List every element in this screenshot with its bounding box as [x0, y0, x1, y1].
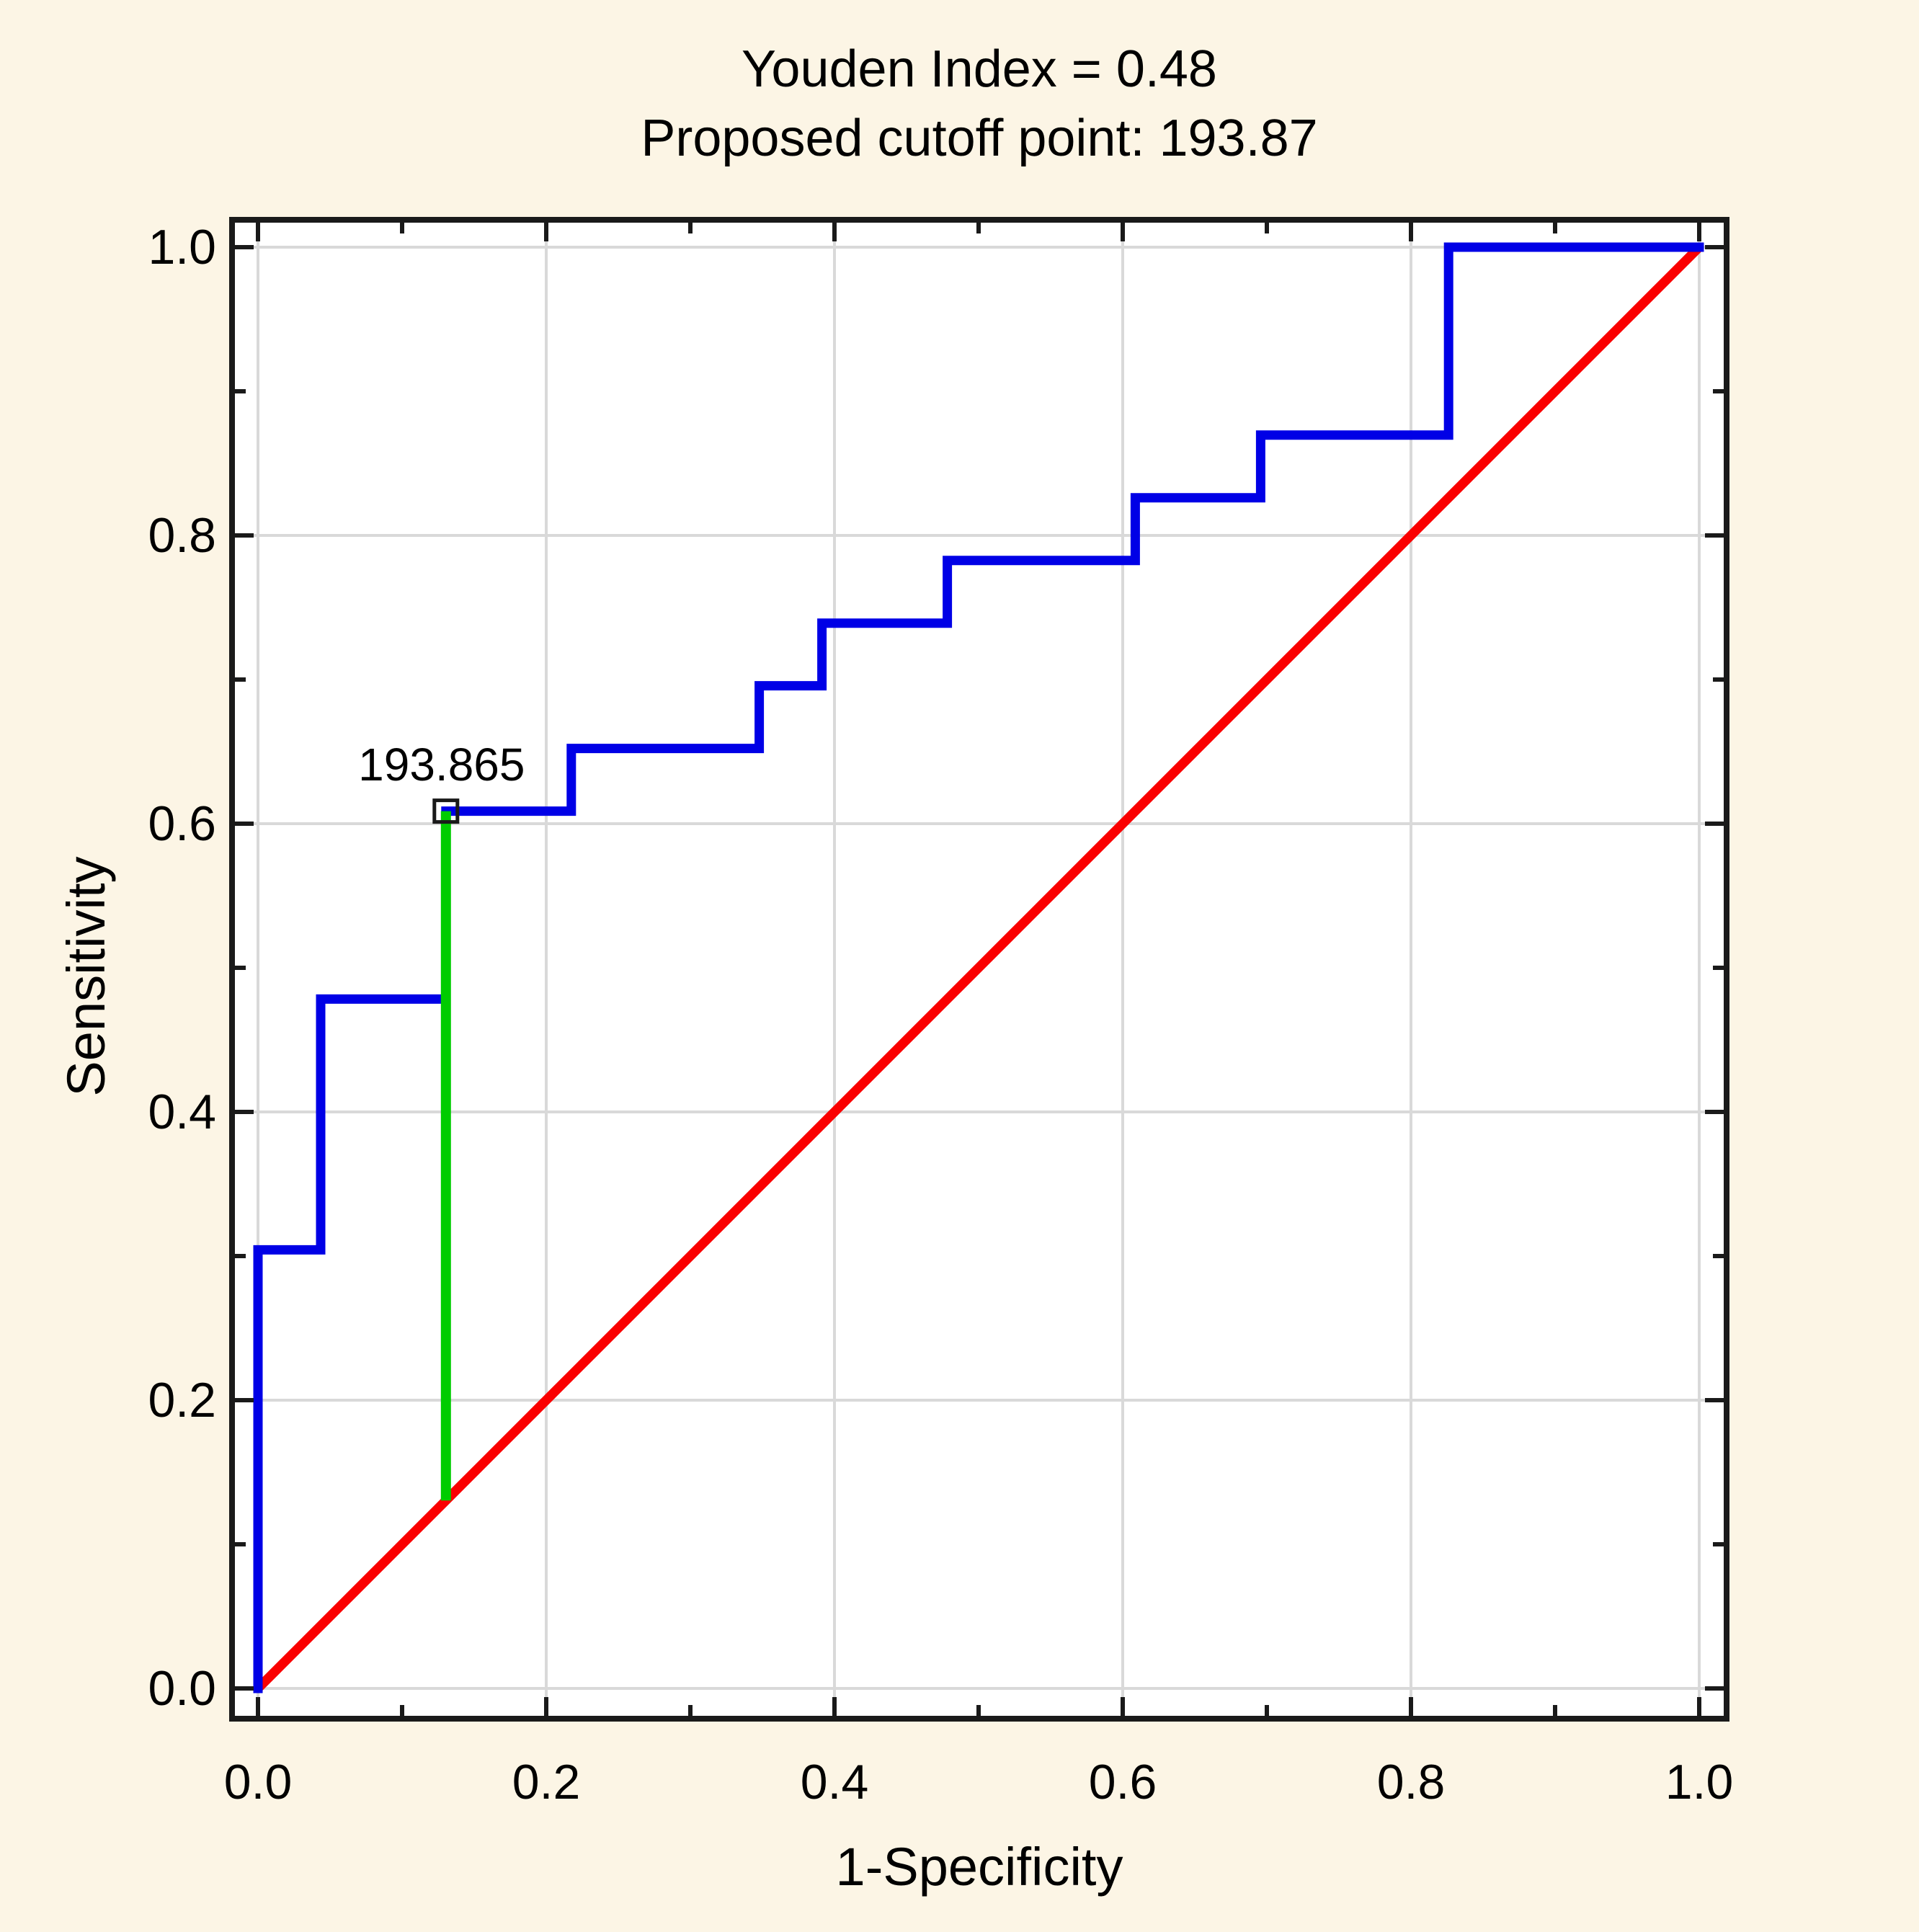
chart-title-line2: Proposed cutoff point: 193.87: [641, 110, 1318, 167]
x-tick-label: 0.4: [800, 1755, 869, 1809]
y-tick-label: 0.6: [148, 796, 216, 851]
y-axis-title: Sensitivity: [56, 856, 116, 1097]
diagonal-reference-line: [254, 244, 1703, 1692]
chart-title-line1: Youden Index = 0.48: [742, 40, 1217, 98]
x-tick-label: 0.0: [223, 1755, 293, 1809]
y-tick-label: 0.0: [148, 1661, 216, 1716]
x-tick-label: 0.2: [512, 1755, 581, 1809]
x-tick-label: 0.8: [1376, 1755, 1446, 1809]
y-tick-label: 0.2: [148, 1373, 216, 1428]
chart-title: Youden Index = 0.48 Proposed cutoff poin…: [232, 35, 1727, 173]
y-tick-label: 0.4: [148, 1085, 216, 1139]
x-axis-title: 1-Specificity: [835, 1837, 1123, 1897]
x-tick-label: 0.6: [1088, 1755, 1157, 1809]
x-tick-label: 1.0: [1665, 1755, 1734, 1809]
roc-curve: [253, 242, 1704, 1693]
y-tick-label: 1.0: [148, 220, 216, 275]
cutoff-marker: [432, 798, 460, 824]
y-tick-label: 0.8: [148, 508, 216, 563]
cutoff-annotation-label: 193.865: [358, 738, 525, 791]
